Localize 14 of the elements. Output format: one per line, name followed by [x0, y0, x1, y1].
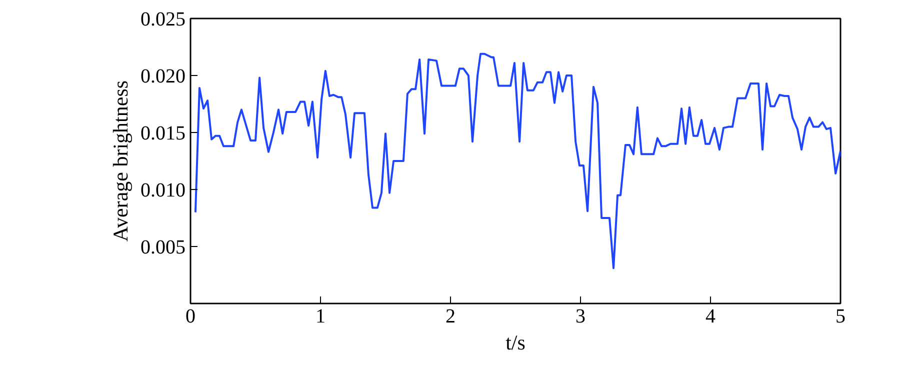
- y-tick-label: 0.015: [140, 122, 186, 144]
- line-series: [194, 52, 840, 270]
- y-axis-title: Average brightness: [108, 80, 132, 242]
- y-tick-label: 0.020: [140, 66, 186, 88]
- x-tick-label: 2: [446, 306, 456, 328]
- x-tick-label: 0: [186, 306, 196, 328]
- x-tick-label: 1: [316, 306, 326, 328]
- y-tick-label: 0.025: [140, 8, 186, 30]
- x-axis-title: t/s: [506, 330, 526, 354]
- x-tick-label: 3: [576, 306, 586, 328]
- x-tick-label: 5: [836, 306, 846, 328]
- x-tick-label: 4: [706, 306, 716, 328]
- y-tick-label: 0.005: [140, 236, 186, 258]
- y-tick-label: 0.010: [140, 180, 186, 202]
